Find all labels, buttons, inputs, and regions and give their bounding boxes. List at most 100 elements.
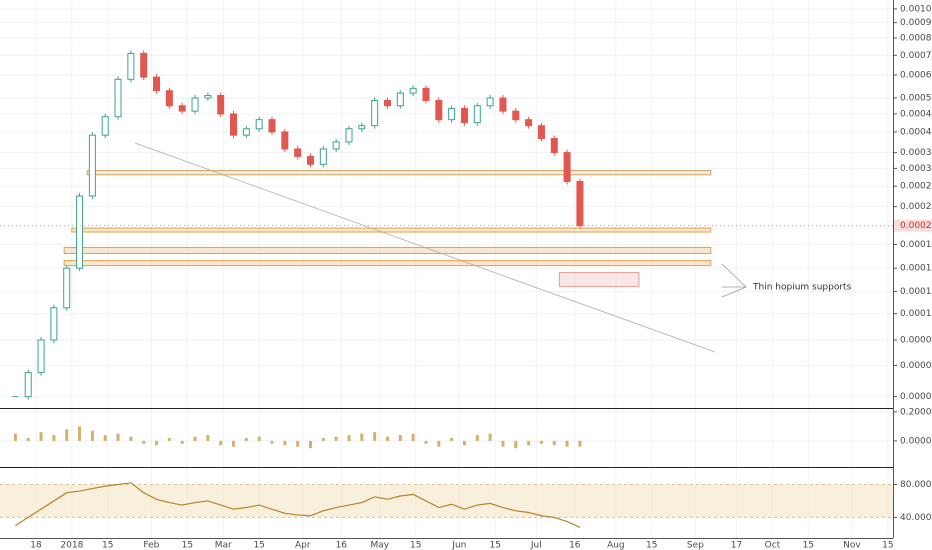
x-tick-label: 15 <box>410 541 421 550</box>
y-tick-label: 0.00105000 <box>900 4 932 14</box>
x-tick-label: 15 <box>182 541 193 550</box>
y-tick-label: 0.00006300 <box>900 392 932 402</box>
candle <box>114 78 122 118</box>
x-tick-label: 15 <box>646 541 657 550</box>
candle <box>294 148 302 157</box>
histogram-bar <box>321 438 325 441</box>
x-tick-label: Mar <box>215 541 232 550</box>
histogram-bar <box>527 440 531 446</box>
histogram-bar <box>578 440 582 447</box>
candle <box>281 131 289 150</box>
histogram-bar <box>539 440 543 444</box>
candle <box>563 152 571 183</box>
candle <box>140 52 148 78</box>
y-tick-label: 0.2000 <box>900 407 932 417</box>
x-tick-label: 15 <box>803 541 814 550</box>
candle <box>345 128 353 143</box>
band <box>0 484 893 518</box>
candle <box>537 125 545 139</box>
histogram-bar <box>52 435 56 441</box>
x-tick-label: Jun <box>451 541 466 550</box>
histogram-bar <box>90 430 94 441</box>
support-zone <box>71 227 712 233</box>
histogram-bar <box>116 433 120 441</box>
x-tick-label: 15 <box>253 541 264 550</box>
annotation: Thin hopium supports <box>752 283 852 293</box>
x-tick-label: Apr <box>295 541 311 550</box>
candle <box>319 148 327 165</box>
candle <box>486 97 494 107</box>
candle <box>268 119 276 133</box>
y-tick-label: 0.00049000 <box>900 109 932 119</box>
candle <box>306 155 314 165</box>
candle <box>63 267 71 309</box>
candle <box>101 116 109 136</box>
x-tick-label: Feb <box>143 541 159 550</box>
x-tick-label: 18 <box>30 541 42 550</box>
y-tick-label: 0.00075000 <box>900 51 932 61</box>
histogram-bar <box>13 433 17 441</box>
y-tick-label: 0.00011500 <box>900 309 932 319</box>
histogram-bar <box>514 440 518 449</box>
candle <box>76 195 84 269</box>
candle <box>255 119 263 130</box>
y-tick-label: 0.00029000 <box>900 182 932 192</box>
x-tick-label: 17 <box>731 541 742 550</box>
candle <box>435 100 443 121</box>
support-zone <box>63 246 712 254</box>
candle <box>448 107 456 121</box>
x-tick-label: Jul <box>530 541 542 550</box>
histogram-bar <box>103 435 107 441</box>
support-zone <box>86 170 712 176</box>
candle <box>178 105 186 112</box>
candle <box>409 87 417 94</box>
histogram-bar <box>501 440 505 447</box>
y-tick-label: 0.00025000 <box>900 202 932 212</box>
support-zone <box>63 260 712 267</box>
histogram-bar <box>308 440 312 449</box>
candle <box>371 100 379 127</box>
last-price-box <box>894 219 932 232</box>
y-tick-label: 0.00055000 <box>900 94 932 104</box>
x-tick-label: 16 <box>336 541 348 550</box>
histogram-bar <box>142 440 146 444</box>
histogram-bar <box>167 438 171 441</box>
histogram-bar <box>334 436 338 441</box>
histogram-bar <box>193 436 197 441</box>
histogram-bar <box>65 429 69 441</box>
candle <box>396 92 404 107</box>
y-tick-label: 0.00033000 <box>900 164 932 174</box>
histogram-bar <box>232 440 236 447</box>
x-tick-label: 15 <box>102 541 113 550</box>
x-tick-label: Oct <box>765 541 781 550</box>
candle <box>127 52 135 80</box>
histogram-bar <box>475 435 479 441</box>
y-tick-label: 0.00007900 <box>900 361 932 371</box>
histogram-bar <box>398 435 402 441</box>
y-tick-label: 0.00016000 <box>900 264 932 274</box>
histogram-bar <box>257 436 261 441</box>
histogram-bar <box>411 433 415 441</box>
histogram-bar <box>129 436 133 441</box>
y-tick-label: 0.00013500 <box>900 287 932 297</box>
candle <box>37 339 45 374</box>
x-tick-label: 15 <box>882 541 893 550</box>
candle <box>217 95 225 115</box>
histogram-bar <box>283 440 287 446</box>
histogram-bar <box>360 433 364 441</box>
support-zone <box>558 272 640 288</box>
candle <box>550 137 558 154</box>
histogram-bar <box>565 440 569 447</box>
candle <box>460 107 468 124</box>
candle <box>50 307 58 341</box>
histogram-bar <box>552 440 556 446</box>
candle <box>525 119 533 127</box>
y-tick-label: 0.00037000 <box>900 148 932 158</box>
x-tick-label: Aug <box>607 541 625 550</box>
y-tick-label: 0.00019000 <box>900 240 932 250</box>
candle <box>242 128 250 136</box>
candle <box>230 113 238 136</box>
candle <box>332 141 340 150</box>
